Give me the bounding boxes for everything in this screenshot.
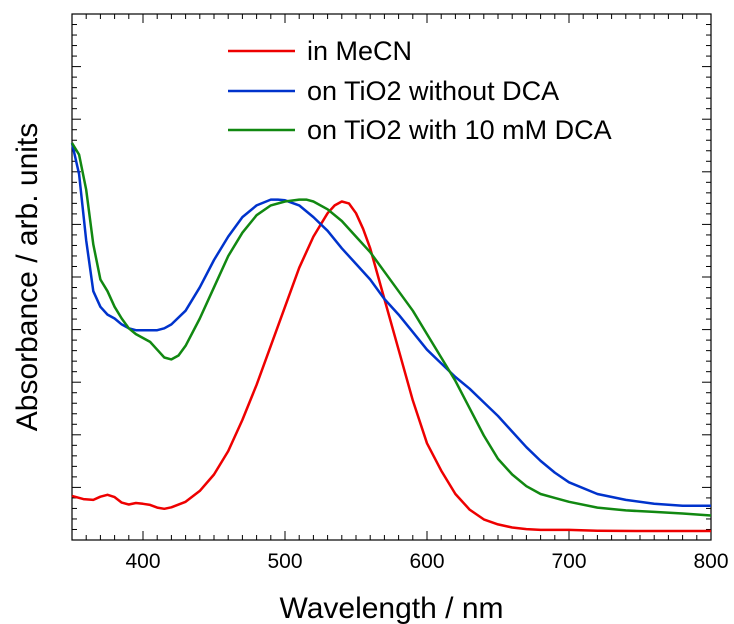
x-tick-label: 800 [693, 550, 728, 573]
x-tick-labels: 400 500 600 700 800 [125, 550, 728, 573]
legend-label-in-mecn: in MeCN [307, 36, 412, 66]
legend: in MeCN on TiO2 without DCA on TiO2 with… [228, 36, 612, 145]
series-line-0 [71, 200, 711, 533]
y-axis-title: Absorbance / arb. units [11, 123, 44, 432]
x-tick-label: 600 [409, 550, 444, 573]
x-tick-label: 400 [125, 550, 160, 573]
x-axis-title: Wavelength / nm [280, 592, 504, 624]
x-tick-label: 500 [267, 550, 302, 573]
legend-label-tio2-without-dca: on TiO2 without DCA [307, 76, 559, 106]
series-lines [70, 142, 712, 533]
x-tick-label: 700 [551, 550, 586, 573]
series-line-2 [70, 142, 712, 517]
legend-label-tio2-with-dca: on TiO2 with 10 mM DCA [307, 115, 612, 145]
